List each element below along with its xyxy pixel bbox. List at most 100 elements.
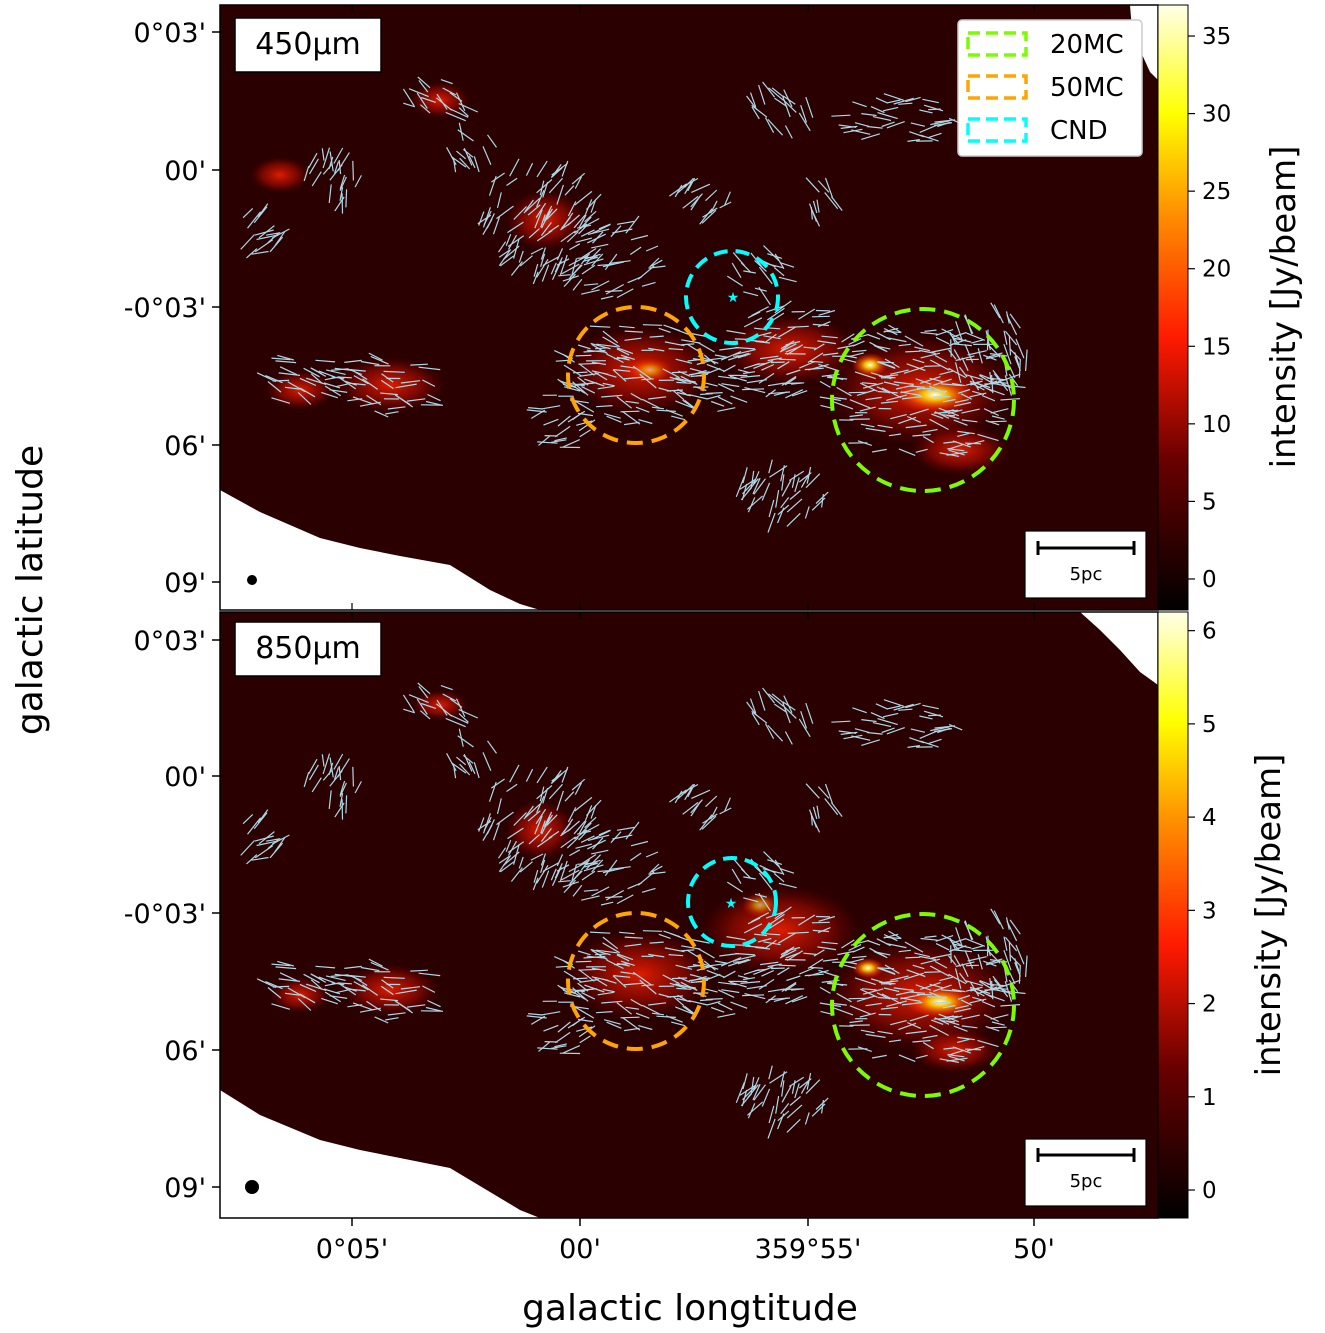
polarization-vector: [703, 960, 716, 971]
polarization-vector: [542, 256, 560, 267]
polarization-vector: [325, 369, 346, 375]
polarization-vector: [601, 978, 617, 984]
polarization-vector: [604, 253, 618, 271]
polarization-vector: [554, 1031, 571, 1044]
polarization-vector: [767, 963, 782, 968]
polarization-vector: [623, 376, 644, 380]
polarization-vector: [556, 248, 564, 261]
polarization-vector: [781, 375, 797, 387]
polarization-vector: [620, 971, 637, 975]
polarization-vector: [448, 107, 469, 118]
polarization-vector: [909, 1014, 929, 1022]
polarization-vector: [991, 980, 994, 1000]
polarization-vector: [886, 705, 901, 710]
polarization-vector: [385, 411, 399, 415]
polarization-vector: [348, 382, 366, 386]
polarization-vector: [345, 795, 348, 814]
polarization-vector: [616, 1002, 632, 1015]
polarization-vector: [935, 337, 950, 345]
polarization-vector: [789, 490, 801, 500]
polarization-vector: [279, 366, 298, 376]
polarization-vector: [764, 939, 777, 949]
polarization-vector: [824, 192, 839, 210]
polarization-vector: [865, 427, 886, 432]
polarization-vector: [705, 998, 723, 1001]
polarization-vector: [753, 1084, 766, 1101]
polarization-vector: [533, 869, 539, 883]
polarization-vector: [818, 915, 836, 922]
polarization-vector: [954, 362, 962, 383]
polarization-vector: [639, 373, 657, 389]
polarization-vector: [246, 854, 258, 865]
polarization-vector: [743, 291, 759, 297]
polarization-vector: [596, 1011, 613, 1014]
polarization-vector: [915, 1054, 928, 1059]
band-label: 450μm: [255, 27, 361, 62]
polarization-vector: [277, 960, 294, 967]
polarization-vector: [703, 354, 716, 365]
polarization-vector: [403, 708, 416, 714]
polarization-vector: [279, 972, 298, 982]
polarization-vector: [534, 815, 543, 835]
polarization-vector: [877, 1030, 893, 1035]
colorbar-label-450: intensity [Jy/beam]: [1264, 146, 1304, 469]
polarization-vector: [812, 929, 829, 933]
polarization-vector: [610, 831, 622, 844]
polarization-vector: [812, 323, 829, 327]
polarization-vector: [817, 321, 831, 328]
polarization-vector: [903, 366, 924, 374]
polarization-vector: [747, 1101, 763, 1116]
polarization-vector: [764, 723, 775, 739]
polarization-vector: [602, 261, 625, 268]
polarization-vector: [883, 699, 904, 707]
polarization-vector: [977, 382, 994, 393]
polarization-vector: [732, 252, 745, 267]
colorbar-tick-label: 0: [1202, 567, 1217, 593]
polarization-vector: [934, 1017, 950, 1025]
polarization-vector: [509, 158, 520, 177]
polarization-vector: [920, 982, 941, 990]
polarization-vector: [592, 829, 611, 840]
x-tick-label: 00': [559, 1234, 601, 1265]
polarization-vector: [620, 410, 640, 413]
polarization-vector: [673, 390, 685, 401]
polarization-vector: [561, 263, 580, 275]
polarization-vector: [909, 408, 929, 416]
legend-swatch-CND: [966, 117, 1028, 143]
polarization-vector: [872, 116, 892, 122]
polarization-vector: [948, 367, 967, 379]
polarization-vector: [767, 988, 785, 993]
polarization-vector: [383, 976, 405, 979]
polarization-vector: [867, 939, 881, 946]
polarization-vector: [886, 121, 905, 129]
polarization-vector: [969, 998, 987, 1004]
polarization-vector: [616, 288, 634, 299]
polarization-vector: [763, 851, 780, 868]
polarization-vector: [265, 981, 283, 990]
polarization-vector: [507, 234, 518, 250]
polarization-vector: [785, 995, 804, 1005]
colorbar-850: [1157, 611, 1189, 1219]
polarization-vector: [757, 331, 772, 337]
polarization-vector: [311, 367, 327, 377]
polarization-vector: [583, 349, 606, 353]
polarization-vector: [548, 177, 563, 194]
polarization-vector: [786, 975, 801, 982]
polarization-vector: [550, 868, 557, 881]
polarization-vector: [311, 777, 322, 793]
polarization-vector: [965, 374, 984, 381]
polarization-vector: [881, 993, 902, 1005]
polarization-vector: [538, 1041, 550, 1052]
polarization-vector: [670, 326, 691, 336]
polarization-vector: [542, 862, 560, 873]
polarization-vector: [311, 171, 322, 187]
polarization-vector: [548, 783, 563, 800]
polarization-vector: [580, 229, 595, 237]
polarization-vector: [822, 958, 839, 962]
polarization-vector: [482, 752, 492, 772]
polarization-vector: [906, 1021, 922, 1029]
polarization-vector: [836, 992, 852, 1003]
polarization-vector: [602, 330, 619, 344]
polarization-vector: [729, 981, 747, 988]
polarization-vector: [575, 960, 592, 963]
